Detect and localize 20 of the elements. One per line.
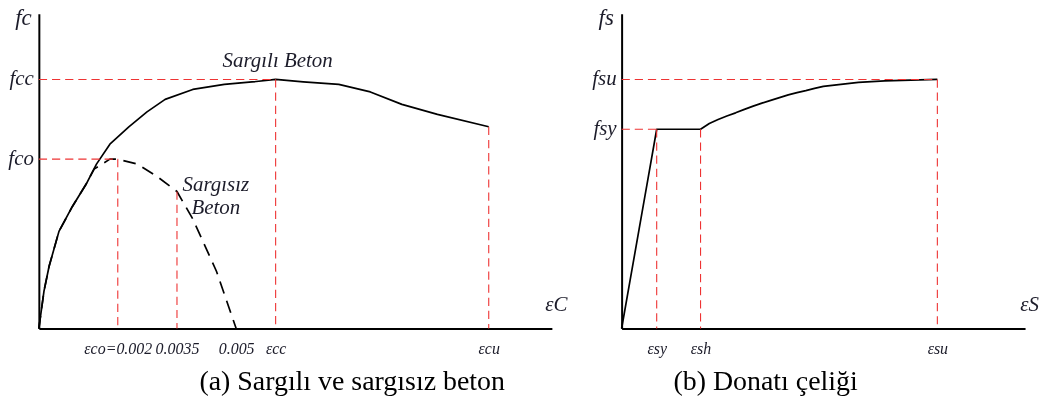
x-tick-label: 0.005 <box>218 339 255 357</box>
series-label: fsy <box>593 116 618 141</box>
series-label: fcc <box>9 66 35 91</box>
x-tick-label: εsu <box>927 339 949 357</box>
x-tick-label: εcc <box>265 339 287 357</box>
x-axis-title: εS <box>1020 292 1040 317</box>
y-axis-title: fs <box>598 5 614 31</box>
text: (b) Donatı çeliği <box>673 365 858 397</box>
x-tick-label: εsh <box>690 339 712 357</box>
series-label: fco <box>8 146 34 171</box>
y-axis-title: fc <box>15 5 32 31</box>
x-axis-title: εC <box>545 292 569 317</box>
x-tick-label: 0.0035 <box>155 339 200 357</box>
series-label: Sargılı Beton <box>222 47 333 72</box>
text: (a) Sargılı ve sargısız beton <box>199 365 505 397</box>
series-label: fsu <box>592 66 617 91</box>
x-tick-label: εcu <box>478 339 500 357</box>
x-tick-label: εsy <box>647 339 668 358</box>
series-label: Sargısız Beton <box>182 171 250 220</box>
x-tick-label: εco=0.002 <box>84 339 153 357</box>
